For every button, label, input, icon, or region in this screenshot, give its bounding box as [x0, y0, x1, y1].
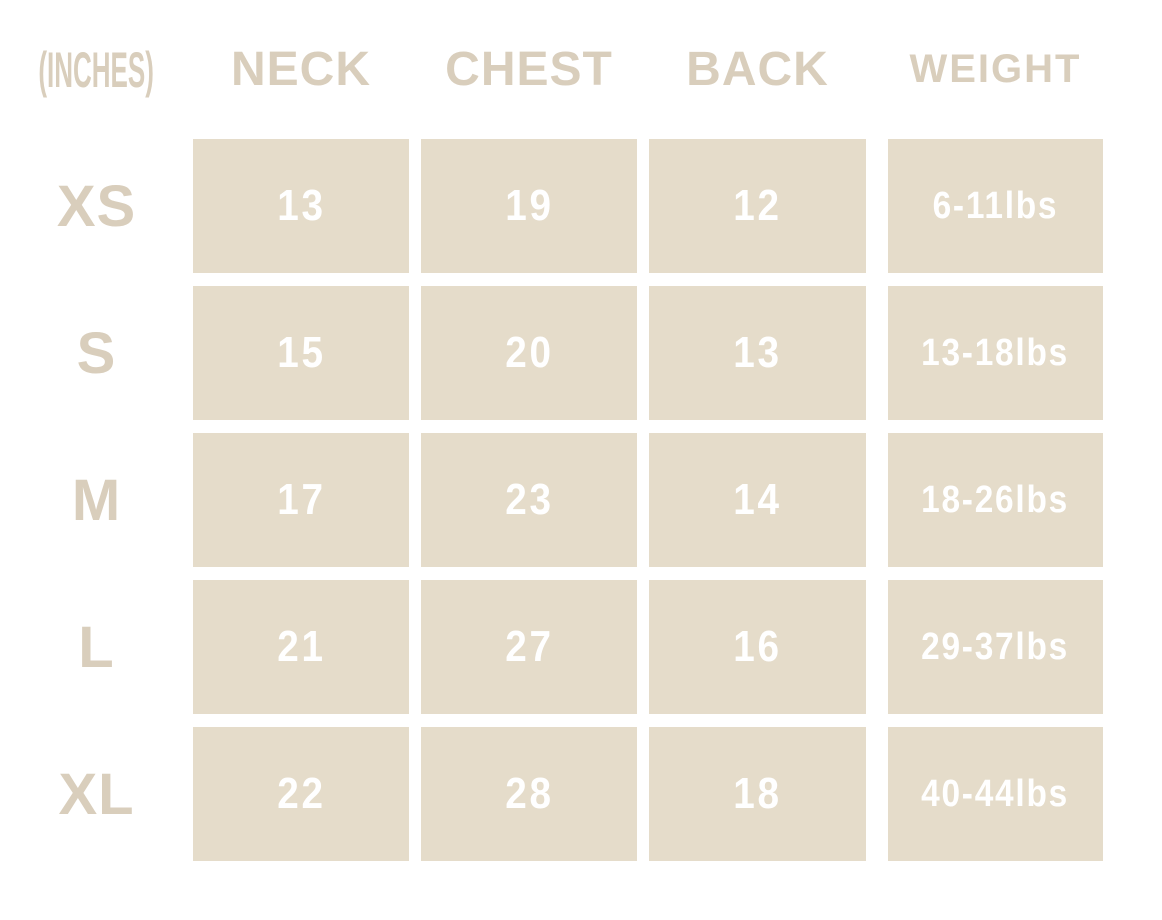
neck-cell: 21 — [193, 580, 409, 714]
size-label: XL — [58, 761, 135, 827]
weight-cell: 40-44lbs — [888, 727, 1103, 861]
neck-cell: 15 — [193, 286, 409, 420]
column-header-weight: WEIGHT — [909, 47, 1082, 91]
units-header: (INCHES) — [0, 41, 193, 99]
column-header-back: BACK — [686, 43, 829, 96]
size-label: M — [71, 467, 122, 533]
chest-cell: 28 — [421, 727, 637, 861]
weight-cell: 13-18lbs — [888, 286, 1103, 420]
neck-cell: 22 — [193, 727, 409, 861]
table-row-xl: XL 22 28 18 40-44lbs — [0, 727, 1162, 861]
units-label: (INCHES) — [38, 41, 155, 98]
back-cell: 12 — [649, 139, 866, 273]
table-row-xs: XS 13 19 12 6-11lbs — [0, 139, 1162, 273]
table-row-m: M 17 23 14 18-26lbs — [0, 433, 1162, 567]
table-row-s: S 15 20 13 13-18lbs — [0, 286, 1162, 420]
column-header-neck: NECK — [230, 43, 371, 96]
size-label: XS — [56, 173, 137, 239]
neck-cell: 13 — [193, 139, 409, 273]
column-header-chest: CHEST — [445, 43, 613, 96]
chest-cell: 23 — [421, 433, 637, 567]
weight-cell: 18-26lbs — [888, 433, 1103, 567]
chest-cell: 19 — [421, 139, 637, 273]
table-row-l: L 21 27 16 29-37lbs — [0, 580, 1162, 714]
chest-cell: 27 — [421, 580, 637, 714]
back-cell: 16 — [649, 580, 866, 714]
weight-cell: 6-11lbs — [888, 139, 1103, 273]
weight-cell: 29-37lbs — [888, 580, 1103, 714]
back-cell: 13 — [649, 286, 866, 420]
back-cell: 18 — [649, 727, 866, 861]
size-label: L — [78, 614, 115, 680]
chest-cell: 20 — [421, 286, 637, 420]
size-label: S — [76, 320, 117, 386]
header-row: (INCHES) NECK CHEST BACK WEIGHT — [0, 0, 1162, 139]
neck-cell: 17 — [193, 433, 409, 567]
back-cell: 14 — [649, 433, 866, 567]
